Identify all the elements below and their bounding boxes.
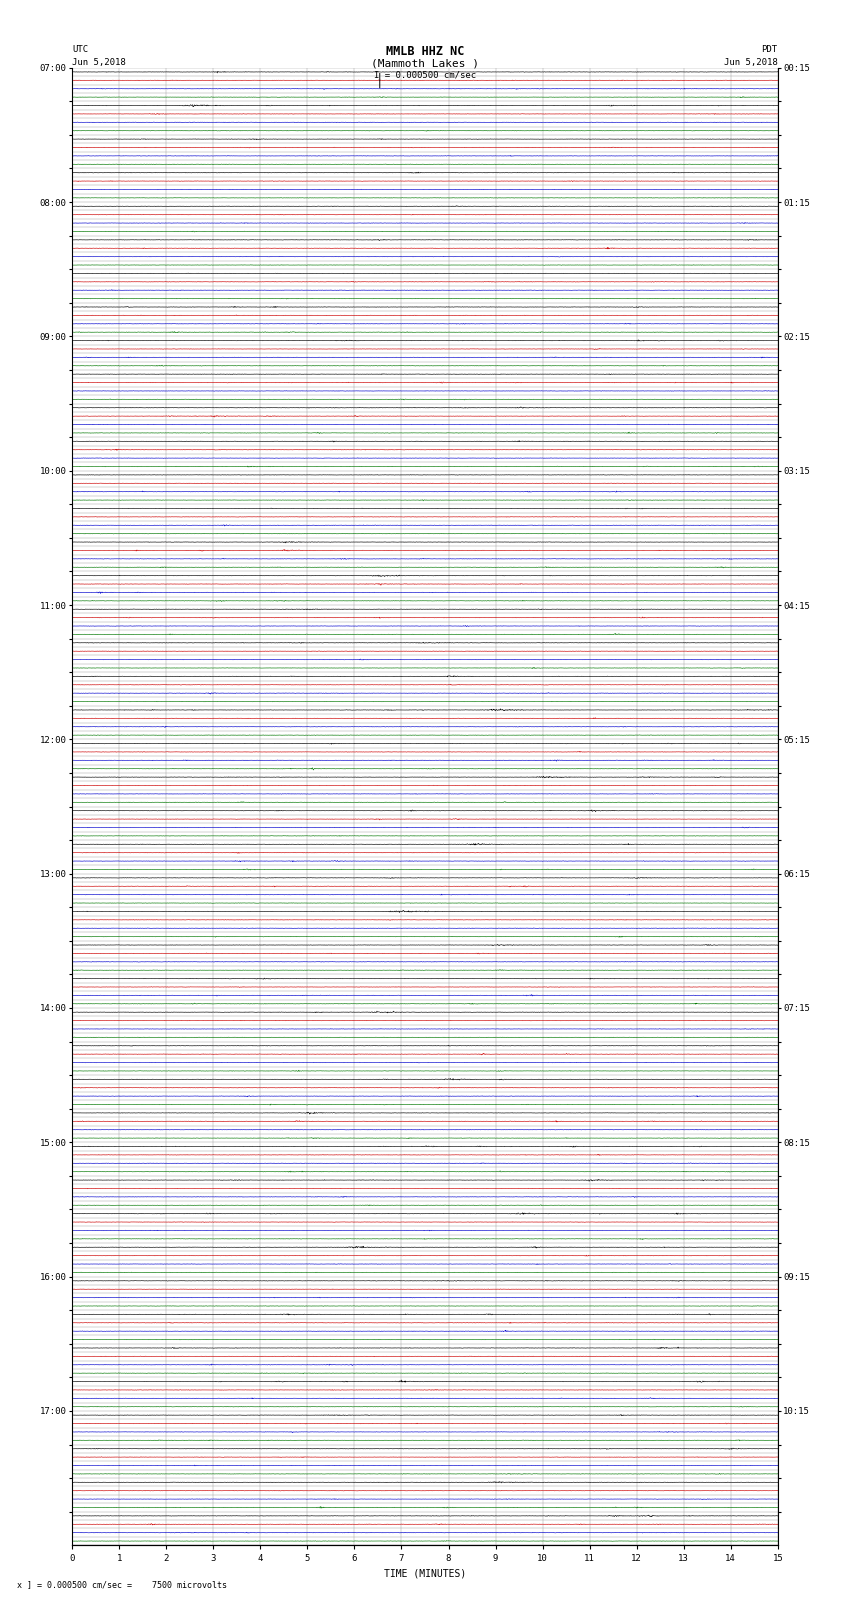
Text: │: │ <box>377 73 383 89</box>
Text: PDT: PDT <box>762 45 778 55</box>
Text: UTC: UTC <box>72 45 88 55</box>
Text: (Mammoth Lakes ): (Mammoth Lakes ) <box>371 58 479 68</box>
Text: Jun 5,2018: Jun 5,2018 <box>72 58 126 68</box>
Text: MMLB HHZ NC: MMLB HHZ NC <box>386 45 464 58</box>
Text: x ] = 0.000500 cm/sec =    7500 microvolts: x ] = 0.000500 cm/sec = 7500 microvolts <box>17 1579 227 1589</box>
X-axis label: TIME (MINUTES): TIME (MINUTES) <box>384 1569 466 1579</box>
Text: I = 0.000500 cm/sec: I = 0.000500 cm/sec <box>374 71 476 81</box>
Text: Jun 5,2018: Jun 5,2018 <box>724 58 778 68</box>
